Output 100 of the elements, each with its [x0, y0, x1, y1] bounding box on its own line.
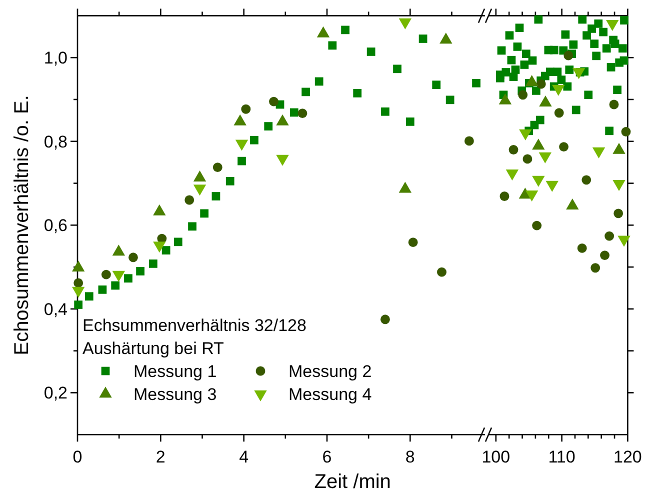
- point: [602, 44, 611, 53]
- point: [614, 208, 624, 218]
- x-axis-title: Zeit /min: [314, 471, 391, 493]
- point: [532, 86, 540, 95]
- y-tick-label: 1,0: [44, 48, 68, 68]
- point: [497, 46, 506, 55]
- point: [582, 175, 592, 185]
- point: [557, 76, 566, 84]
- point: [518, 90, 528, 100]
- point: [366, 48, 376, 56]
- y-axis-title: Echosummenverhältnis /o. E.: [11, 95, 33, 356]
- annotation: Echsummenverhältnis 32/128: [82, 316, 306, 335]
- point: [302, 88, 310, 96]
- point: [124, 274, 132, 283]
- point: [594, 19, 603, 28]
- x-tick-label: 6: [322, 448, 332, 467]
- point: [250, 136, 258, 144]
- point: [314, 77, 324, 86]
- point: [621, 127, 631, 136]
- point: [212, 162, 222, 172]
- point: [620, 16, 628, 24]
- point: [522, 50, 530, 58]
- point: [74, 300, 83, 309]
- legend-label: Messung 2: [288, 362, 372, 381]
- y-tick-label: 0,6: [44, 216, 68, 236]
- point: [264, 122, 273, 130]
- point: [508, 145, 518, 154]
- point: [532, 220, 542, 230]
- point: [582, 31, 591, 40]
- point: [446, 96, 454, 104]
- point: [565, 66, 574, 74]
- point: [111, 281, 120, 290]
- x-tick-label: 100: [482, 448, 510, 467]
- legend-label: Messung 1: [134, 362, 217, 381]
- point: [290, 108, 298, 117]
- point: [437, 267, 446, 277]
- point: [592, 52, 601, 60]
- point: [536, 79, 546, 89]
- point: [509, 72, 518, 82]
- point: [515, 24, 524, 32]
- point: [577, 243, 587, 253]
- point: [609, 100, 619, 110]
- point: [188, 222, 196, 231]
- point: [513, 42, 522, 51]
- point: [522, 154, 532, 164]
- point: [380, 314, 390, 324]
- point: [408, 238, 418, 248]
- point: [226, 176, 234, 186]
- legend-label: Messung 4: [288, 385, 372, 404]
- point: [162, 246, 170, 254]
- point: [600, 250, 610, 260]
- point: [418, 34, 428, 43]
- point: [553, 68, 562, 76]
- point: [406, 118, 414, 126]
- point: [584, 90, 593, 100]
- point: [618, 44, 627, 53]
- y-tick-label: 0,2: [44, 384, 68, 403]
- point: [353, 89, 362, 98]
- x-tick-label: 2: [156, 448, 166, 467]
- point: [578, 15, 587, 24]
- point: [174, 238, 182, 246]
- point: [520, 60, 529, 69]
- point: [563, 82, 572, 91]
- point: [569, 40, 578, 49]
- point: [561, 30, 570, 39]
- point: [298, 108, 308, 118]
- point: [269, 96, 278, 106]
- point: [599, 28, 608, 36]
- point: [550, 46, 558, 54]
- point: [472, 78, 480, 88]
- annotation: Aushärtung bei RT: [82, 339, 224, 358]
- y-tick-label: 0,4: [44, 300, 68, 319]
- y-tick-label: 0,8: [44, 132, 68, 152]
- point: [98, 285, 107, 294]
- point: [606, 63, 616, 72]
- point: [507, 56, 516, 64]
- point: [500, 192, 510, 201]
- point: [559, 142, 568, 152]
- point: [238, 156, 246, 166]
- point: [505, 31, 514, 40]
- point: [588, 24, 596, 33]
- point: [564, 50, 574, 60]
- point: [554, 108, 564, 118]
- point: [84, 292, 94, 301]
- point: [381, 107, 390, 116]
- x-tick-label: 4: [239, 448, 249, 467]
- x-tick-label: 0: [72, 448, 82, 467]
- point: [128, 252, 138, 262]
- point: [590, 263, 600, 273]
- point: [136, 267, 144, 276]
- point: [605, 126, 614, 136]
- point: [620, 56, 628, 65]
- legend-label: Messung 3: [134, 385, 217, 404]
- point: [148, 260, 158, 268]
- point: [212, 192, 220, 200]
- point: [74, 278, 84, 288]
- point: [534, 15, 543, 24]
- point: [328, 41, 337, 50]
- point: [610, 40, 620, 48]
- point: [528, 56, 537, 65]
